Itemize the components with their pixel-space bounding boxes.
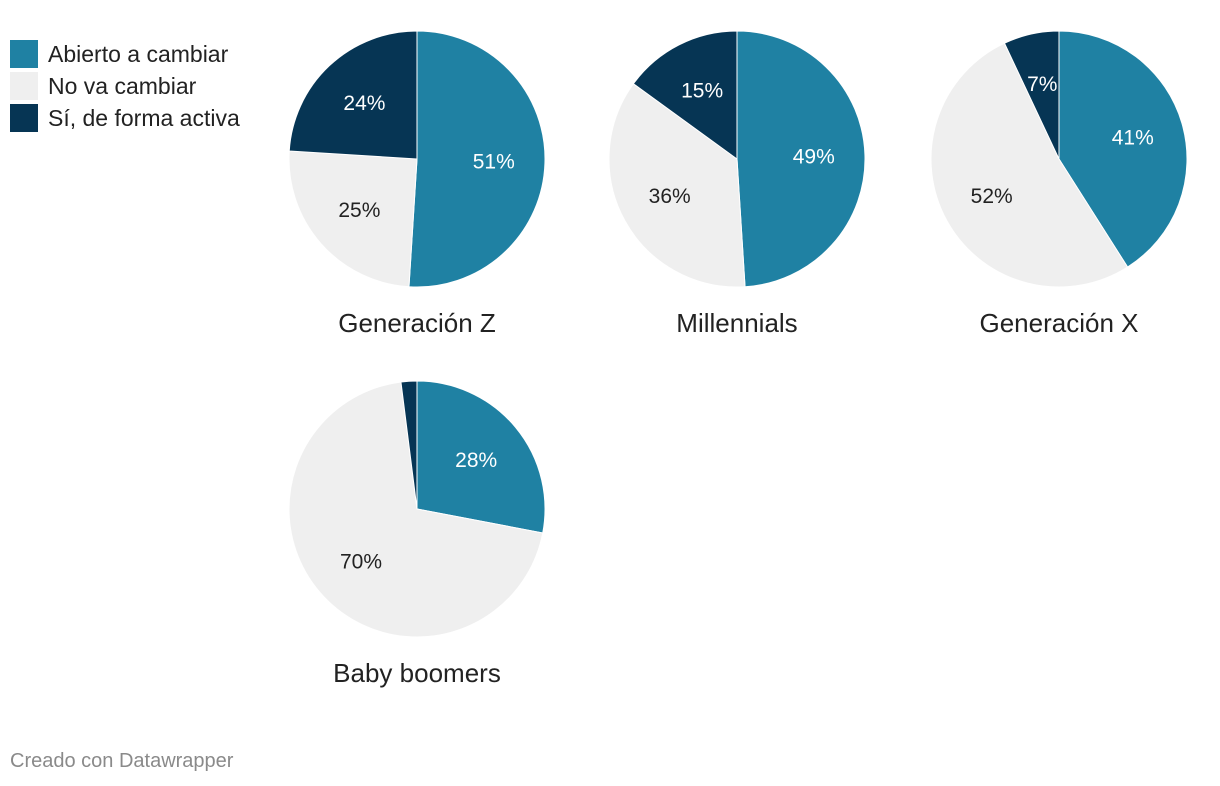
pie-slice: [416, 380, 546, 534]
pie-slice: [1003, 30, 1060, 160]
legend-label: Sí, de forma activa: [48, 104, 240, 131]
slice-label: 25%: [338, 199, 380, 222]
slice-label: 36%: [649, 185, 691, 208]
pie-slice: [288, 150, 418, 288]
slice-label: 70%: [340, 551, 382, 574]
slice-label: 28%: [455, 449, 497, 472]
pie-title: Generación Z: [338, 308, 496, 338]
pie-1: 49% 36% 15% Millennials: [608, 30, 866, 338]
slice-label: 24%: [343, 92, 385, 115]
legend-swatch: [10, 72, 38, 100]
slice-label: 51%: [473, 150, 515, 173]
legend-item-si-activa: Sí, de forma activa: [10, 102, 240, 134]
pie-slice: [288, 30, 418, 160]
pie-slice: [288, 381, 544, 638]
pie-slice: [608, 83, 746, 288]
slice-label: 7%: [1027, 73, 1057, 96]
pie-3: 28% 70% Baby boomers: [288, 380, 546, 688]
slice-label: 15%: [681, 80, 723, 103]
legend-item-no-cambiar: No va cambiar: [10, 70, 240, 102]
legend: Abierto a cambiar No va cambiar Sí, de f…: [10, 38, 240, 134]
legend-swatch: [10, 40, 38, 68]
pie-title: Generación X: [980, 308, 1139, 338]
pie-slice: [930, 42, 1129, 288]
pie-slice: [736, 30, 866, 288]
pie-0: 51% 25% 24% Generación Z: [288, 30, 546, 338]
footer-credit: Creado con Datawrapper: [10, 750, 234, 772]
slice-label: 49%: [793, 146, 835, 169]
pie-2: 41% 52% 7% Generación X: [930, 30, 1188, 338]
legend-label: No va cambiar: [48, 72, 197, 99]
pie-slice: [400, 380, 418, 510]
legend-label: Abierto a cambiar: [48, 40, 229, 67]
legend-swatch: [10, 104, 38, 132]
pie-slice: [632, 30, 738, 160]
pie-title: Baby boomers: [333, 658, 501, 688]
slice-label: 41%: [1112, 127, 1154, 150]
pie-slice: [1058, 30, 1188, 268]
pie-title: Millennials: [676, 308, 797, 338]
legend-item-abierto: Abierto a cambiar: [10, 38, 240, 70]
pie-slice: [408, 30, 546, 288]
slice-label: 52%: [971, 185, 1013, 208]
